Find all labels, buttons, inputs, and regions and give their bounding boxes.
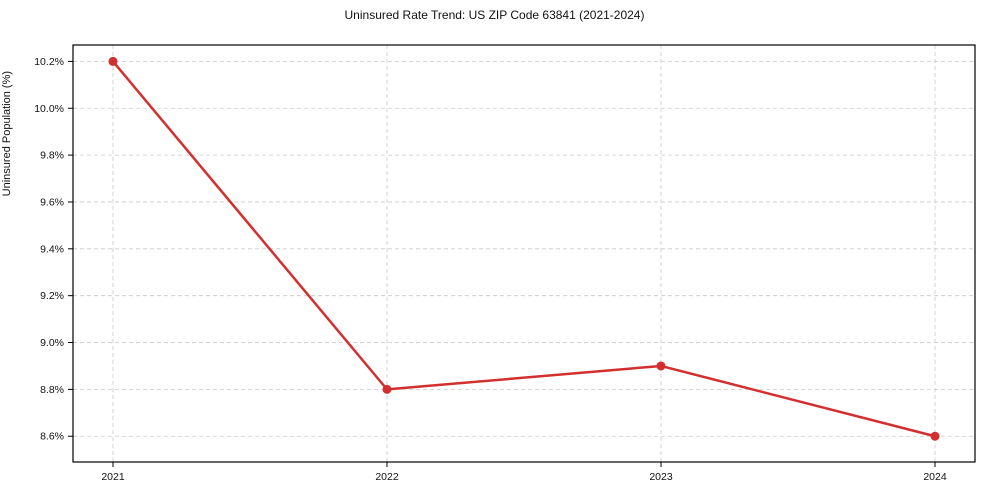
y-tick-label: 9.2% [40,290,64,302]
x-tick-label: 2024 [923,471,947,483]
x-tick-label: 2022 [375,471,399,483]
x-tick-label: 2021 [101,471,125,483]
data-point [930,431,940,441]
y-tick-label: 8.8% [40,384,64,396]
y-tick-label: 9.4% [40,243,64,255]
y-tick-label: 9.8% [40,150,64,162]
data-point [382,384,392,394]
y-tick-label: 10.2% [34,56,64,68]
y-tick-label: 9.6% [40,196,64,208]
trend-line [111,60,937,438]
chart-title: Uninsured Rate Trend: US ZIP Code 63841 … [344,8,645,22]
y-tick-label: 10.0% [34,103,64,115]
data-point [108,56,118,66]
y-tick-label: 9.0% [40,337,64,349]
y-tick-label: 8.6% [40,431,64,443]
data-point [656,361,666,371]
x-tick-label: 2023 [649,471,673,483]
axis-box [72,44,976,463]
